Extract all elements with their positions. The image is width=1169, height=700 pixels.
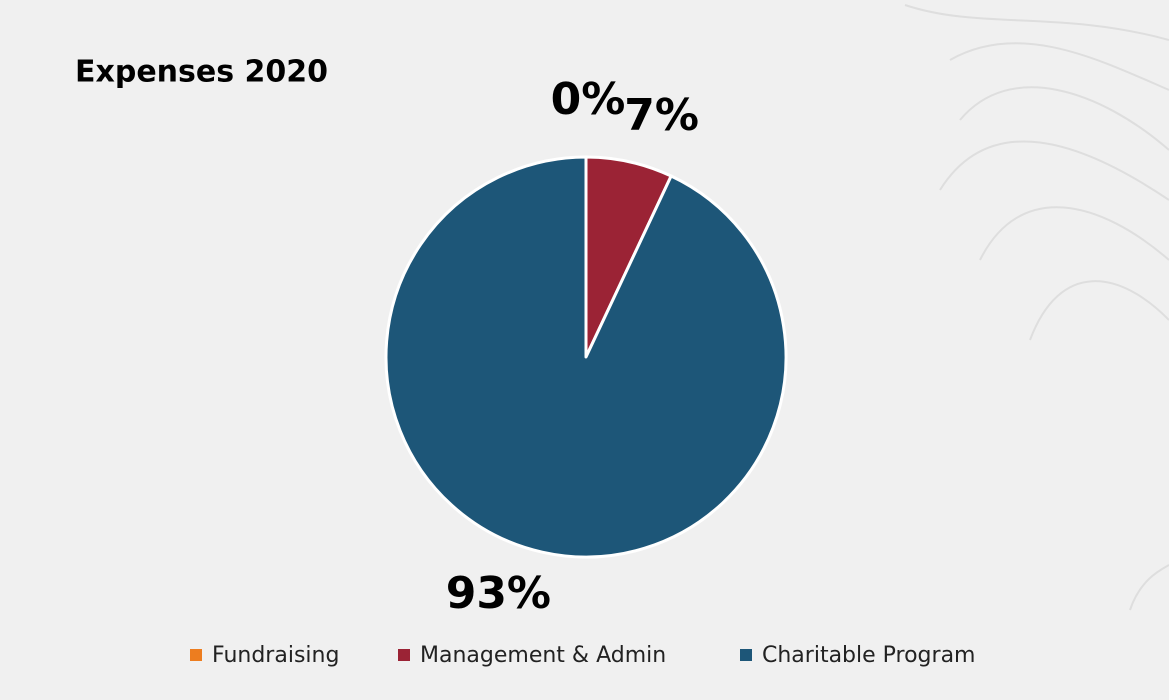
legend-label: Charitable Program bbox=[762, 643, 975, 668]
decoration bbox=[904, 4, 1169, 611]
legend-label: Management & Admin bbox=[420, 643, 666, 668]
pie-slice bbox=[384, 155, 788, 559]
legend-swatch bbox=[190, 649, 202, 661]
chart-title: Expenses 2020 bbox=[75, 55, 328, 90]
legend-swatch bbox=[740, 649, 752, 661]
legend-label: Fundraising bbox=[212, 643, 339, 668]
legend-swatch bbox=[398, 649, 410, 661]
value-label: 93% bbox=[446, 568, 551, 619]
value-label: 0% bbox=[551, 74, 626, 125]
value-label: 7% bbox=[624, 90, 699, 141]
